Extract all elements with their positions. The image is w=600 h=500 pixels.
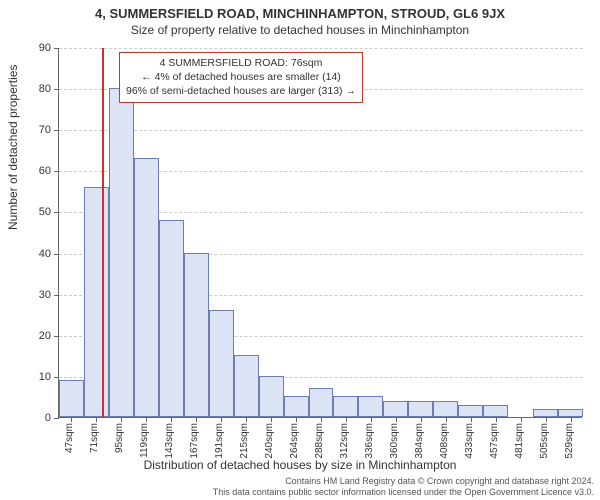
x-tick-mark [571,417,572,422]
y-tick-mark [54,48,59,49]
histogram-bar [234,355,259,417]
x-tick-mark [146,417,147,422]
x-tick-mark [321,417,322,422]
x-tick-mark [546,417,547,422]
histogram-bar [259,376,284,417]
x-tick-mark [471,417,472,422]
gridline [59,48,583,49]
y-axis-title: Number of detached properties [6,65,20,230]
histogram-bar [533,409,558,417]
histogram-bar [558,409,583,417]
x-tick-mark [171,417,172,422]
y-tick-label: 60 [21,165,51,177]
x-tick-mark [346,417,347,422]
y-tick-mark [54,254,59,255]
y-tick-mark [54,295,59,296]
y-tick-label: 70 [21,124,51,136]
x-tick-mark [421,417,422,422]
y-tick-mark [54,377,59,378]
x-tick-mark [196,417,197,422]
y-tick-label: 80 [21,83,51,95]
histogram-bar [284,396,309,417]
histogram-bar [134,158,159,417]
x-tick-mark [496,417,497,422]
x-tick-mark [371,417,372,422]
plot-area: 010203040506070809047sqm71sqm95sqm119sqm… [58,48,582,418]
y-tick-mark [54,336,59,337]
y-tick-label: 10 [21,371,51,383]
y-tick-mark [54,212,59,213]
histogram-bar [483,405,508,417]
footer-line1: Contains HM Land Registry data © Crown c… [213,476,594,487]
y-tick-label: 90 [21,42,51,54]
callout-box: 4 SUMMERSFIELD ROAD: 76sqm← 4% of detach… [119,52,363,103]
gridline [59,130,583,131]
y-tick-label: 0 [21,412,51,424]
chart-title: 4, SUMMERSFIELD ROAD, MINCHINHAMPTON, ST… [0,0,600,21]
chart-container: 4, SUMMERSFIELD ROAD, MINCHINHAMPTON, ST… [0,0,600,500]
histogram-bar [184,253,209,417]
x-tick-mark [296,417,297,422]
plot: 010203040506070809047sqm71sqm95sqm119sqm… [58,48,582,418]
x-tick-mark [396,417,397,422]
y-tick-mark [54,171,59,172]
y-tick-label: 50 [21,206,51,218]
x-tick-mark [221,417,222,422]
x-tick-mark [246,417,247,422]
histogram-bar [309,388,334,417]
x-tick-mark [96,417,97,422]
y-tick-label: 20 [21,330,51,342]
x-tick-mark [71,417,72,422]
histogram-bar [333,396,358,417]
footer-line2: This data contains public sector informa… [213,487,594,498]
histogram-bar [383,401,408,417]
histogram-bar [433,401,458,417]
x-tick-mark [446,417,447,422]
y-tick-mark [54,89,59,90]
histogram-bar [458,405,483,417]
callout-line: 4 SUMMERSFIELD ROAD: 76sqm [126,56,356,70]
y-tick-label: 40 [21,248,51,260]
chart-subtitle: Size of property relative to detached ho… [0,21,600,37]
y-tick-mark [54,130,59,131]
histogram-bar [159,220,184,417]
footer: Contains HM Land Registry data © Crown c… [213,476,594,498]
histogram-bar [59,380,84,417]
y-tick-mark [54,418,59,419]
y-tick-label: 30 [21,289,51,301]
histogram-bar [84,187,109,417]
x-axis-title: Distribution of detached houses by size … [0,458,600,472]
x-tick-mark [521,417,522,422]
callout-line: ← 4% of detached houses are smaller (14) [126,70,356,84]
marker-line [102,48,104,417]
x-tick-mark [121,417,122,422]
x-tick-mark [271,417,272,422]
histogram-bar [209,310,234,417]
histogram-bar [408,401,433,417]
histogram-bar [109,88,134,417]
callout-line: 96% of semi-detached houses are larger (… [126,84,356,98]
histogram-bar [358,396,383,417]
